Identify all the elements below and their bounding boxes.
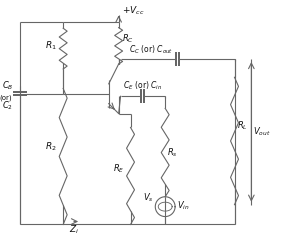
Text: $V_{in}$: $V_{in}$ bbox=[177, 200, 190, 212]
Text: (or): (or) bbox=[0, 95, 12, 101]
Text: $R_s$: $R_s$ bbox=[167, 146, 178, 159]
Text: $R_C$: $R_C$ bbox=[122, 32, 134, 45]
Text: $Z_i$: $Z_i$ bbox=[69, 223, 79, 236]
Text: $R_L$: $R_L$ bbox=[237, 120, 248, 132]
Text: $C_E$ (or) $C_{in}$: $C_E$ (or) $C_{in}$ bbox=[123, 80, 162, 92]
Text: $+V_{cc}$: $+V_{cc}$ bbox=[122, 4, 144, 17]
Text: $C_C$ (or) $C_{out}$: $C_C$ (or) $C_{out}$ bbox=[128, 43, 173, 56]
Text: $V_s$: $V_s$ bbox=[143, 192, 154, 204]
Text: $C_B$: $C_B$ bbox=[2, 80, 13, 92]
Text: $C_2$: $C_2$ bbox=[2, 100, 13, 112]
Text: $R_2$: $R_2$ bbox=[45, 140, 57, 153]
Text: $R_E$: $R_E$ bbox=[113, 163, 124, 175]
Text: $V_{out}$: $V_{out}$ bbox=[253, 126, 271, 138]
Text: $R_1$: $R_1$ bbox=[45, 39, 57, 52]
